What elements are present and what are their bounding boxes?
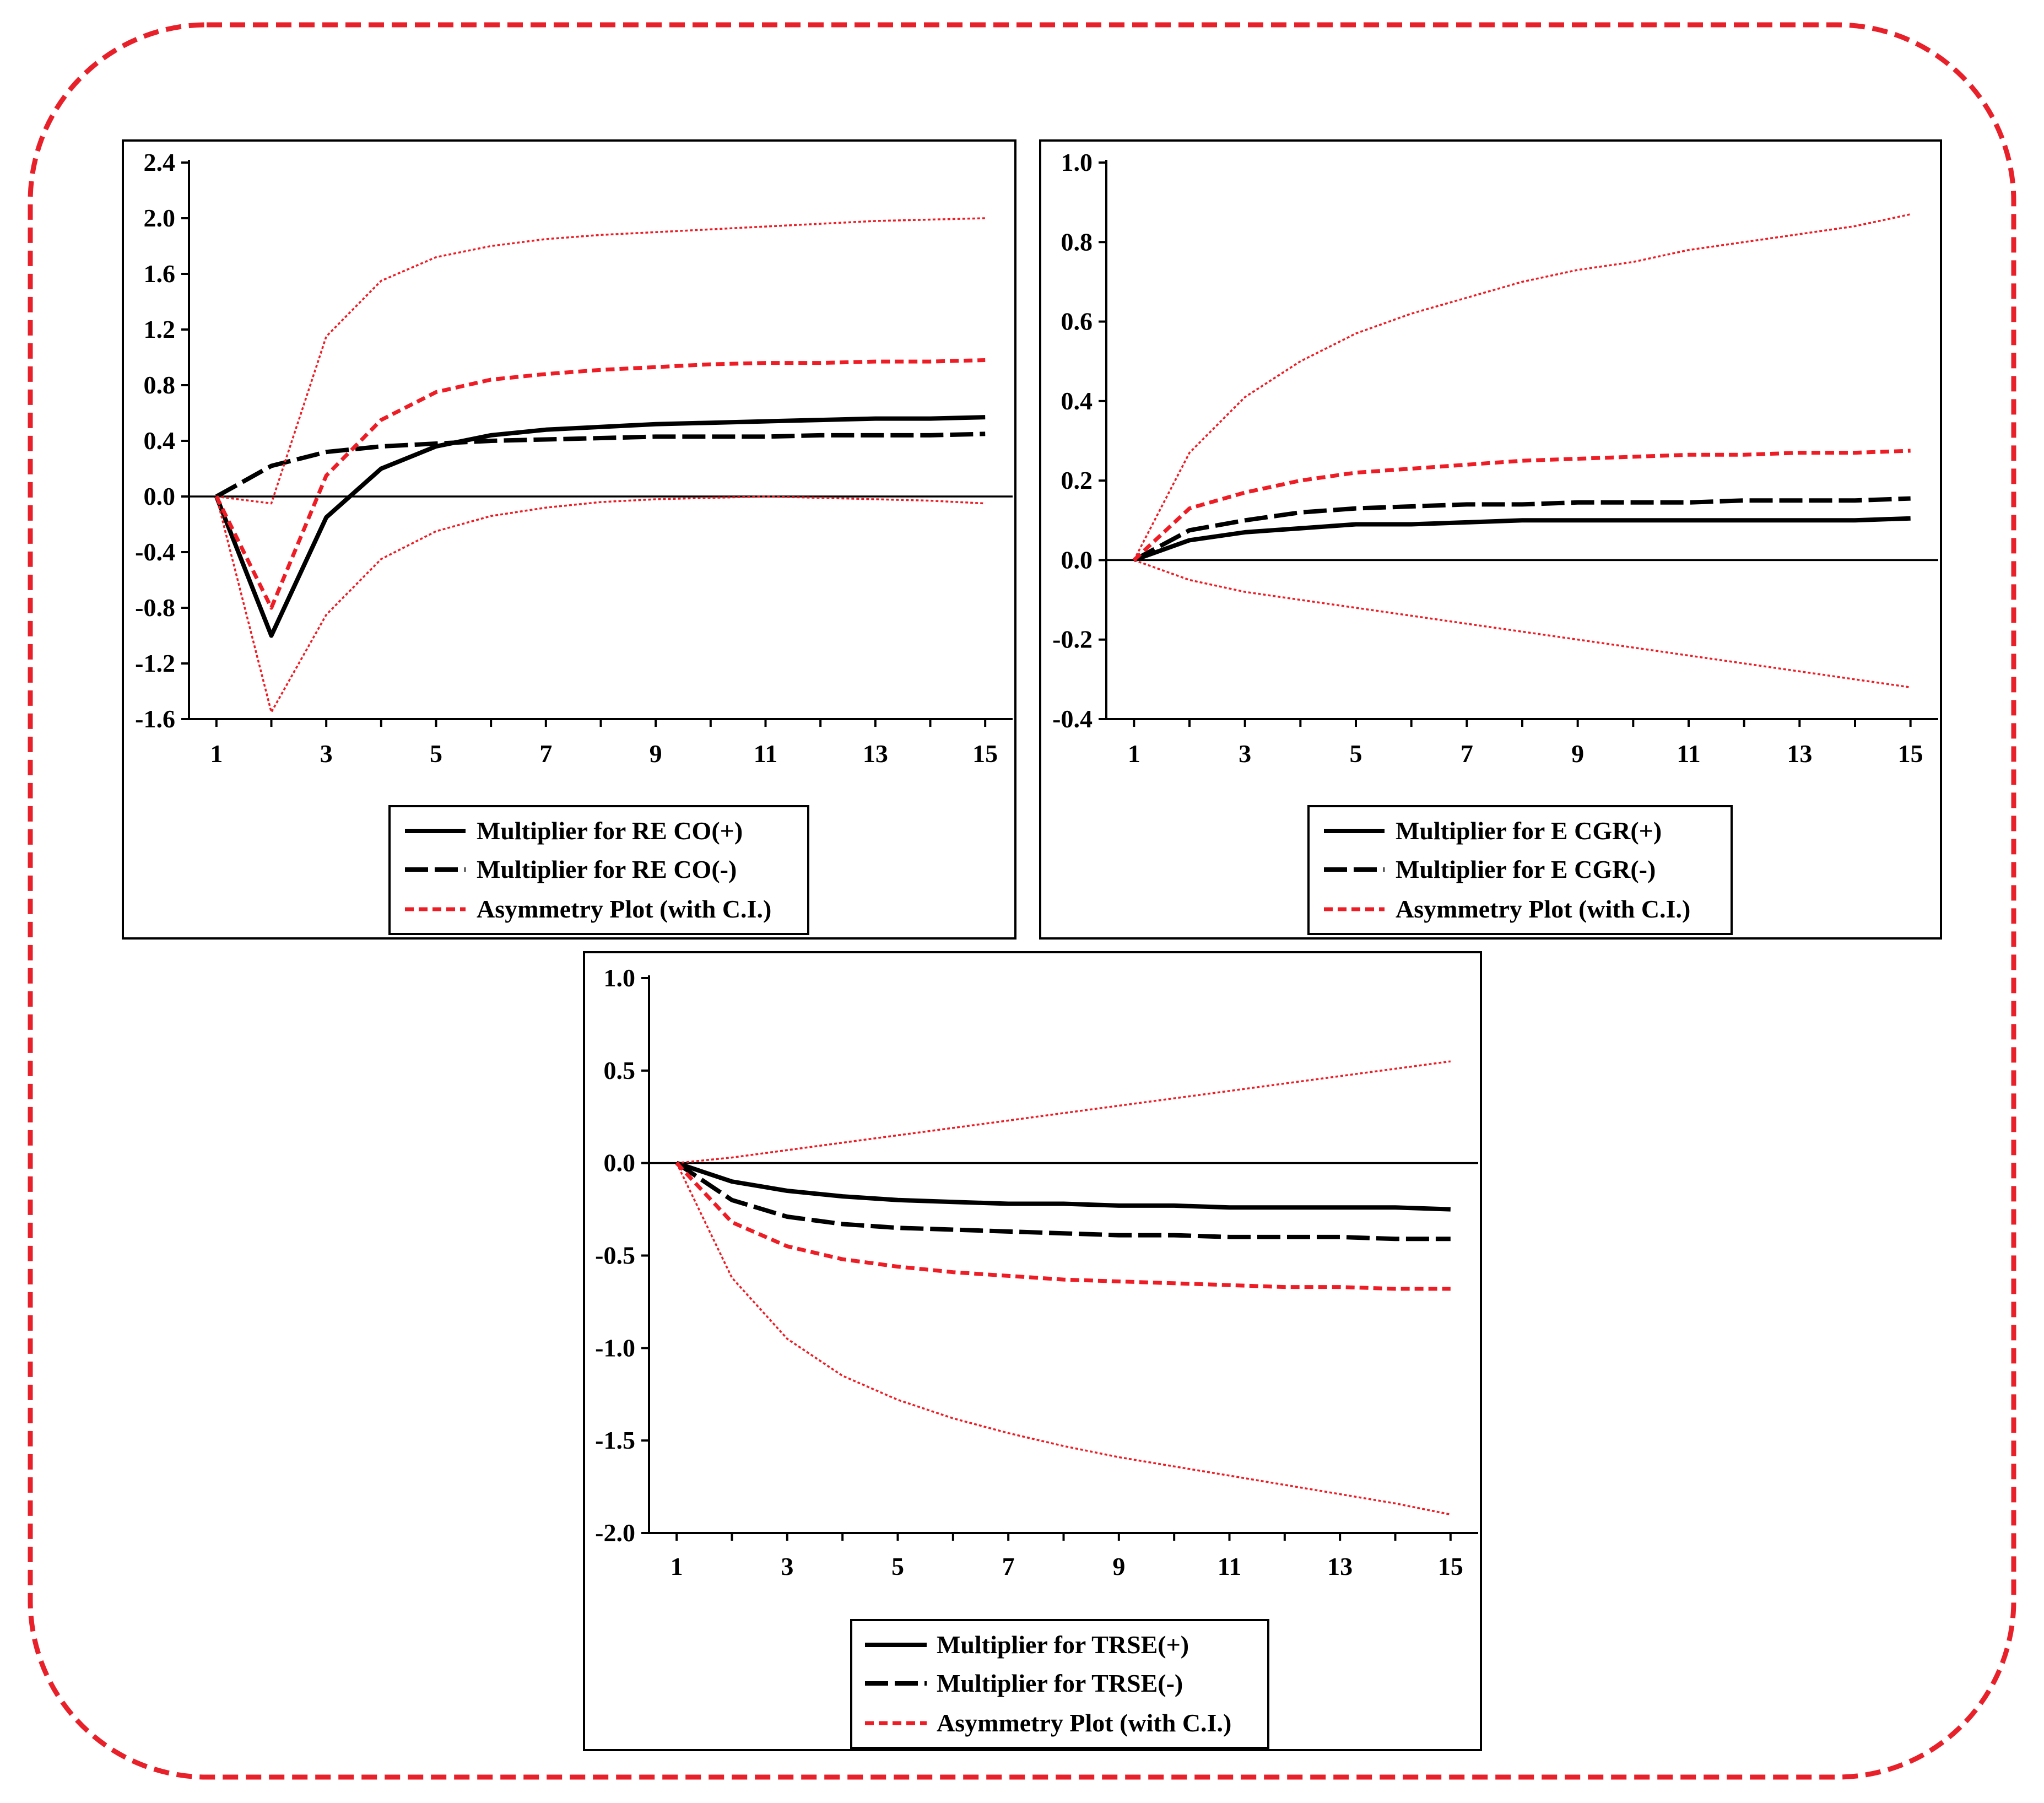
series-line-fine [1133, 213, 1911, 561]
x-tick-label: 9 [1571, 739, 1584, 768]
legend-label: Multiplier for TRSE(+) [937, 1631, 1189, 1659]
y-tick-label: 0.5 [604, 1056, 636, 1084]
y-tick-label: -0.5 [595, 1241, 635, 1270]
x-tick-label: 7 [539, 739, 552, 768]
legend-label: Multiplier for E CGR(+) [1396, 817, 1662, 845]
series-line-dashed [675, 1161, 1451, 1241]
legend-label: Asymmetry Plot (with C.I.) [477, 895, 771, 923]
x-tick-label: 3 [320, 739, 333, 768]
y-tick-label: -1.5 [595, 1426, 635, 1454]
y-tick-label: 0.0 [604, 1149, 636, 1177]
y-tick-label: 0.0 [144, 482, 176, 510]
x-tick-label: 5 [1350, 739, 1362, 768]
x-tick-label: 13 [1327, 1552, 1353, 1580]
y-tick-label: 0.8 [144, 371, 176, 399]
legend: Multiplier for RE CO(+) Multiplier for R… [388, 805, 809, 935]
x-tick-label: 13 [863, 739, 888, 768]
y-tick-label: 1.0 [1061, 148, 1093, 176]
x-tick-label: 5 [430, 739, 442, 768]
y-tick-label: -0.4 [1052, 705, 1093, 733]
series-line-dotted [214, 358, 986, 610]
y-tick-label: -0.2 [1052, 625, 1093, 654]
legend: Multiplier for TRSE(+) Multiplier for TR… [850, 1619, 1269, 1749]
y-tick-label: -2.0 [595, 1519, 635, 1547]
x-tick-label: 15 [1438, 1552, 1463, 1580]
x-tick-label: 9 [650, 739, 662, 768]
x-tick-label: 13 [1787, 739, 1812, 768]
legend-box [850, 1619, 1269, 1749]
series-line-solid [675, 1160, 1451, 1212]
legend-label: Asymmetry Plot (with C.I.) [937, 1709, 1231, 1737]
legend: Multiplier for E CGR(+) Multiplier for E… [1307, 805, 1733, 935]
chart-panel-reco: 2.42.01.61.20.80.40.0-0.4-0.8-1.2-1.61 3 5… [122, 139, 1016, 940]
y-tick-label: 0.4 [144, 427, 176, 455]
chart-panel-ecgr: 1.00.80.60.40.20.0-0.2-0.41 3 5 7 9 11 13 15 Mu… [1039, 139, 1942, 940]
series-line-fine [677, 1060, 1451, 1164]
x-tick-label: 15 [972, 739, 998, 768]
series-line-solid [1133, 516, 1911, 563]
x-tick-label: 3 [1239, 739, 1251, 768]
x-tick-label: 5 [891, 1552, 904, 1580]
y-tick-label: -0.8 [135, 593, 175, 622]
y-tick-label: 2.4 [144, 148, 176, 176]
series-line-fine [1133, 559, 1911, 689]
x-tick-label: 3 [781, 1552, 793, 1580]
y-tick-label: -0.4 [135, 538, 175, 566]
legend-label: Asymmetry Plot (with C.I.) [1396, 895, 1690, 923]
x-tick-label: 7 [1461, 739, 1473, 768]
x-tick-label: 1 [210, 739, 223, 768]
x-tick-label: 1 [670, 1552, 683, 1580]
panel-border [583, 951, 1482, 1751]
series-line-dashed [215, 431, 986, 499]
y-tick-label: 2.0 [144, 204, 176, 232]
x-tick-label: 9 [1112, 1552, 1125, 1580]
y-tick-label: 0.6 [1061, 307, 1093, 336]
x-tick-label: 11 [754, 739, 777, 768]
x-tick-label: 15 [1898, 739, 1923, 768]
series-line-dotted [675, 1162, 1451, 1291]
y-tick-label: 0.2 [1061, 466, 1093, 494]
x-tick-label: 7 [1002, 1552, 1015, 1580]
x-tick-label: 11 [1218, 1552, 1241, 1580]
legend-label: Multiplier for E CGR(-) [1396, 855, 1656, 883]
legend-box [388, 805, 809, 935]
y-tick-label: 0.0 [1061, 546, 1093, 574]
dashed-frame [28, 22, 2016, 1780]
series-line-dotted [1132, 449, 1911, 562]
series-line-dashed [1133, 496, 1911, 562]
series-line-solid [214, 415, 986, 638]
y-tick-label: 1.6 [144, 260, 176, 288]
legend-label: Multiplier for RE CO(+) [477, 817, 743, 845]
legend-label: Multiplier for TRSE(-) [937, 1669, 1183, 1697]
legend-label: Multiplier for RE CO(-) [477, 855, 737, 883]
y-tick-label: 1.0 [604, 964, 636, 992]
y-tick-label: 0.8 [1061, 228, 1093, 256]
y-tick-label: 0.4 [1061, 387, 1093, 415]
y-tick-label: -1.6 [135, 705, 175, 733]
x-tick-label: 11 [1677, 739, 1700, 768]
y-tick-label: -1.0 [595, 1334, 635, 1362]
panel-border [122, 139, 1016, 940]
series-line-fine [675, 1162, 1451, 1516]
x-tick-label: 1 [1128, 739, 1140, 768]
y-tick-label: 1.2 [144, 315, 176, 343]
series-line-fine [215, 495, 986, 714]
legend-box [1307, 805, 1733, 935]
y-tick-label: -1.2 [135, 649, 175, 677]
chart-panel-trse: 1.00.50.0-0.5-1.0-1.5-2.01 3 5 7 9 11 13 15 Mul… [583, 951, 1482, 1751]
